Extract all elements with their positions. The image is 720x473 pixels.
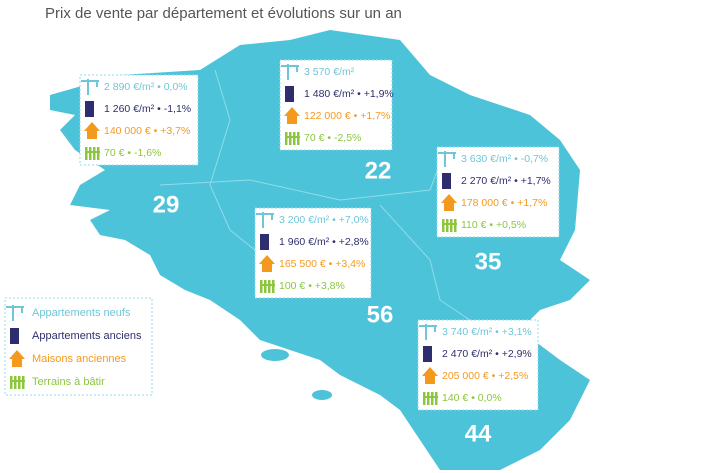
price-line: 140 € • 0,0%: [442, 392, 502, 404]
price-line: 1 480 €/m² • +1,9%: [304, 88, 394, 100]
price-line: 178 000 € • +1,7%: [461, 197, 547, 209]
icon-fence: [423, 392, 426, 405]
legend-entry: Appartements anciens: [32, 330, 142, 342]
icon-fence: [285, 136, 300, 138]
icon-fence: [431, 392, 434, 405]
price-line: 1 960 €/m² • +2,8%: [279, 236, 369, 248]
icon-fence: [272, 280, 275, 293]
icon-house: [9, 350, 25, 367]
price-line: 70 € • -2,5%: [304, 132, 361, 144]
icon-fence: [97, 147, 100, 160]
icon-fence: [297, 132, 300, 145]
icon-house: [422, 367, 438, 384]
icon-fence: [435, 392, 438, 405]
legend-entry: Maisons anciennes: [32, 353, 127, 365]
price-line: 100 € • +3,8%: [279, 280, 345, 292]
icon-crane: [81, 79, 99, 95]
price-line: 3 200 €/m² • +7,0%: [279, 214, 369, 226]
price-line: 2 270 €/m² • +1,7%: [461, 175, 551, 187]
icon-crane: [6, 305, 24, 321]
department-code: 22: [365, 157, 392, 184]
icon-crane: [438, 151, 456, 167]
icon-building: [85, 101, 94, 117]
price-line: 70 € • -1,6%: [104, 147, 161, 159]
icon-house: [259, 255, 275, 272]
icon-fence: [93, 147, 96, 160]
icon-fence: [450, 219, 453, 232]
icon-crane: [419, 324, 437, 340]
icon-building: [260, 234, 269, 250]
legend-entry: Appartements neufs: [32, 307, 131, 319]
price-line: 140 000 € • +3,7%: [104, 125, 190, 137]
icon-fence: [427, 392, 430, 405]
icon-fence: [18, 376, 21, 389]
island: [261, 349, 289, 361]
department-code: 35: [475, 248, 502, 275]
icon-fence: [10, 376, 13, 389]
price-line: 2 470 €/m² • +2,9%: [442, 348, 532, 360]
icon-fence: [423, 396, 438, 398]
price-line: 3 570 €/m²: [304, 66, 355, 78]
price-line: 205 000 € • +2,5%: [442, 370, 528, 382]
icon-fence: [22, 376, 25, 389]
icon-fence: [85, 151, 100, 153]
price-line: 110 € • +0,5%: [461, 219, 526, 231]
department-code: 44: [465, 420, 492, 447]
icon-building: [423, 346, 432, 362]
icon-fence: [289, 132, 292, 145]
title: Prix de vente par département et évoluti…: [45, 5, 402, 22]
icon-fence: [442, 219, 445, 232]
icon-fence: [14, 376, 17, 389]
price-line: 2 890 €/m² • 0,0%: [104, 81, 188, 93]
icon-fence: [85, 147, 88, 160]
icon-fence: [10, 380, 25, 382]
legend-entry: Terrains à bâtir: [32, 376, 105, 388]
price-line: 165 500 € • +3,4%: [279, 258, 365, 270]
icon-house: [84, 122, 100, 139]
icon-house: [441, 194, 457, 211]
price-line: 122 000 € • +1,7%: [304, 110, 390, 122]
legend-box: [4, 297, 153, 396]
price-line: 3 630 €/m² • -0,7%: [461, 153, 548, 165]
border: [209, 69, 256, 251]
icon-fence: [446, 219, 449, 232]
icon-fence: [260, 284, 275, 286]
department-code: 29: [153, 191, 180, 218]
icon-crane: [256, 212, 274, 228]
department-code: 56: [367, 301, 394, 328]
icon-building: [285, 86, 294, 102]
icon-building: [10, 328, 19, 344]
icon-building: [442, 173, 451, 189]
price-line: 3 740 €/m² • +3,1%: [442, 326, 532, 338]
info-box: [417, 319, 539, 411]
icon-fence: [454, 219, 457, 232]
icon-fence: [268, 280, 271, 293]
border: [159, 149, 446, 201]
info-box: [79, 74, 199, 166]
icon-crane: [281, 64, 299, 80]
icon-fence: [264, 280, 267, 293]
icon-fence: [293, 132, 296, 145]
info-box: [436, 146, 560, 238]
icon-house: [284, 107, 300, 124]
icon-fence: [442, 223, 457, 225]
icon-fence: [260, 280, 263, 293]
icon-fence: [285, 132, 288, 145]
island: [312, 390, 332, 400]
price-line: 1 260 €/m² • -1,1%: [104, 103, 191, 115]
icon-fence: [89, 147, 92, 160]
